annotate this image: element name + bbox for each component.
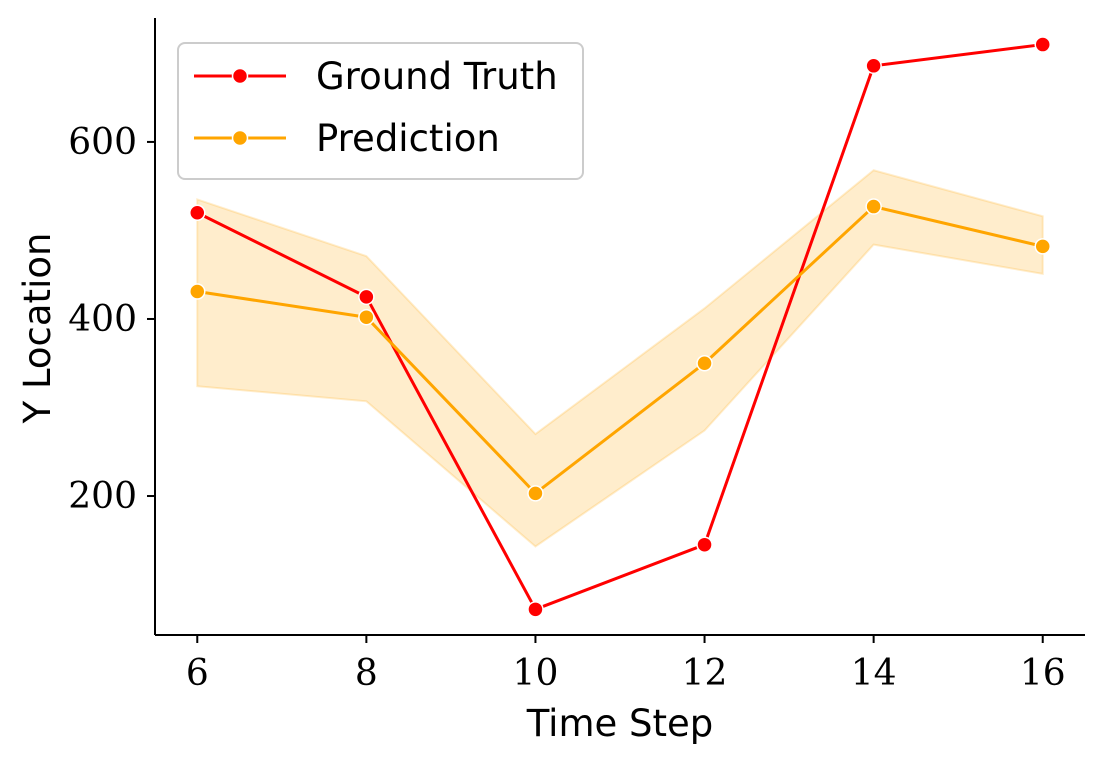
legend-prediction-label: Prediction	[316, 117, 500, 160]
y-tick-label: 200	[68, 476, 137, 517]
ground-truth-point	[865, 57, 882, 75]
legend-ground-truth-label: Ground Truth	[316, 55, 558, 98]
x-tick-label: 12	[682, 653, 728, 694]
ground-truth-line	[196, 43, 1043, 611]
ground-truth-point	[1034, 36, 1051, 53]
confidence-bands	[196, 169, 1044, 548]
series-markers	[189, 36, 1051, 618]
x-tick-label: 6	[186, 653, 209, 694]
prediction-confidence-band	[196, 169, 1044, 548]
prediction-point	[189, 283, 206, 300]
legend-prediction-marker	[231, 129, 249, 147]
x-tick-label: 14	[851, 653, 897, 694]
prediction-line	[197, 205, 1044, 495]
legend: Ground Truth Prediction	[177, 42, 584, 180]
x-axis-title: Time Step	[526, 702, 714, 745]
ground-truth-point	[527, 601, 544, 618]
y-tick-label: 600	[68, 122, 137, 163]
prediction-point	[527, 485, 544, 502]
ground-truth-point	[189, 204, 206, 221]
series-lines	[196, 43, 1044, 611]
prediction-point	[696, 354, 713, 372]
x-tick-label: 8	[355, 653, 378, 694]
prediction-point	[358, 308, 375, 326]
ground-truth-point	[358, 288, 375, 306]
prediction-point	[865, 198, 882, 215]
legend-ground-truth-marker	[231, 67, 249, 85]
prediction-point	[1034, 238, 1051, 255]
axis-ticks: 6 8 10 12 14 16 200 400 600	[68, 122, 1065, 694]
y-axis-title: Y Location	[16, 233, 59, 425]
x-tick-label: 16	[1020, 653, 1066, 694]
y-tick-label: 400	[68, 299, 137, 340]
x-tick-label: 10	[513, 653, 559, 694]
ground-truth-point	[696, 536, 713, 553]
